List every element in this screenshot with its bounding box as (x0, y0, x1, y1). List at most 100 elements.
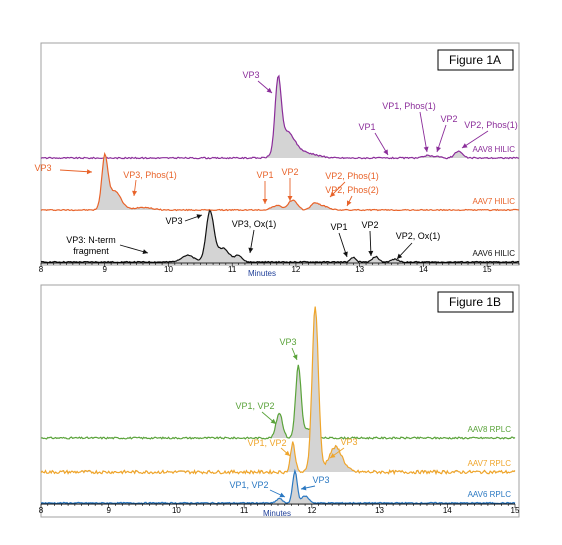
annotation-vp1-vp2: VP1, VP2 (247, 438, 291, 457)
annotation-arrowhead (330, 191, 336, 197)
annotation-vp1: VP1 (358, 122, 389, 156)
trace-fill-aav8-rplc (41, 364, 515, 438)
trace-aav8-hilic: AAV8 HILIC VP3 VP1 VP1, Phos(1) VP2 VP2, Phos… (40, 70, 520, 160)
figure-1a-x-axis-label: Minutes (248, 269, 276, 278)
annotation-arrowhead (292, 354, 298, 360)
x-tick-label-10: 10 (164, 265, 173, 274)
annotation-vp2-phos-1: VP2, Phos(1) (325, 171, 379, 198)
figure-1a-frame (40, 42, 520, 266)
trace-aav7-hilic: AAV7 HILIC VP3 VP3, Phos(1) VP1 VP2 VP2, Phos… (34, 151, 520, 212)
annotation-vp3: VP3 (329, 437, 358, 459)
annotation-vp1: VP1 (256, 170, 274, 204)
annotation-vp3: VP3 (300, 475, 330, 491)
trace-line-aav8-hilic (40, 74, 520, 160)
x-tick-label-10: 10 (172, 506, 181, 515)
annotation-arrowhead (462, 143, 468, 148)
series-label-aav7-hilic: AAV7 HILIC (472, 197, 515, 206)
annotation-arrowhead (142, 249, 148, 254)
annotation-arrowhead (383, 149, 388, 155)
series-label-aav7-rplc: AAV7 RPLC (468, 459, 512, 468)
annotation-text: VP2 (440, 114, 457, 124)
annotation-arrowhead (423, 146, 429, 152)
annotation-arrowhead (266, 87, 272, 93)
annotation-vp3-ox-1: VP3, Ox(1) (232, 219, 277, 254)
annotation-text: VP3: N-term (66, 235, 116, 245)
figure-1a-panel: Figure 1A AAV8 HILIC VP3 VP1 VP1, Phos(1) VP… (34, 42, 520, 278)
annotation-text: VP3, Ox(1) (232, 219, 277, 229)
annotation-vp1-phos-1: VP1, Phos(1) (382, 101, 436, 153)
annotation-arrowhead (248, 247, 254, 253)
annotation-arrowhead (270, 418, 276, 424)
series-label-aav6-rplc: AAV6 RPLC (468, 490, 512, 499)
annotation-vp1-vp2: VP1, VP2 (235, 401, 277, 425)
annotation-arrowhead (368, 250, 374, 256)
figure-1b-label-box (437, 291, 514, 313)
figure-1b-frame (40, 284, 520, 518)
trace-aav8-rplc: AAV8 RPLC VP1, VP2 VP3 (40, 337, 516, 440)
trace-fill-aav8-hilic (41, 76, 519, 158)
annotation-vp2: VP2 (281, 167, 299, 201)
figure-1b-traces: AAV8 RPLC VP1, VP2 VP3 AAV7 RPLC VP1, VP2 VP3… (40, 306, 516, 505)
annotation-arrowhead (284, 450, 290, 456)
x-tick-label-14: 14 (443, 506, 452, 515)
trace-fill-aav7-hilic (41, 153, 519, 210)
x-tick-label-12: 12 (291, 265, 300, 274)
annotation-text: fragment (73, 246, 109, 256)
annotation-text: VP2 (361, 220, 378, 230)
series-label-aav8-rplc: AAV8 RPLC (468, 425, 512, 434)
annotation-text: VP2, Phos(1) (325, 171, 379, 181)
annotation-text: VP1, Phos(1) (382, 101, 436, 111)
annotation-arrowhead (347, 200, 352, 206)
x-tick-label-8: 8 (39, 265, 44, 274)
annotation-arrowhead (287, 196, 293, 201)
series-label-aav6-hilic: AAV6 HILIC (472, 249, 515, 258)
annotation-arrowhead (397, 253, 403, 259)
annotation-text: VP1, VP2 (229, 480, 268, 490)
annotation-vp2: VP2 (436, 114, 458, 153)
annotation-text: VP2, Phos(1) (464, 120, 518, 130)
annotation-text: VP2, Ox(1) (396, 231, 441, 241)
annotation-vp1-vp2: VP1, VP2 (229, 480, 286, 498)
annotation-text: VP1, VP2 (235, 401, 274, 411)
trace-line-aav6-rplc (40, 468, 516, 505)
annotation-vp3-phos-1: VP3, Phos(1) (123, 170, 177, 197)
annotation-vp2-phos-2: VP2, Phos(2) (325, 185, 379, 207)
annotation-text: VP1 (358, 122, 375, 132)
trace-aav7-rplc: AAV7 RPLC VP1, VP2 VP3 (40, 306, 516, 476)
annotation-text: VP1 (330, 222, 347, 232)
annotation-text: VP3 (165, 216, 182, 226)
annotation-text: VP3 (312, 475, 329, 485)
annotation-arrowhead (436, 146, 441, 152)
annotation-text: VP3, Phos(1) (123, 170, 177, 180)
annotation-vp3: VP3 (242, 70, 273, 94)
annotation-arrowhead (132, 190, 138, 196)
x-tick-label-15: 15 (511, 506, 520, 515)
figure-1a-label: Figure 1A (449, 53, 501, 67)
annotation-arrowhead (343, 251, 348, 257)
annotation-arrowhead (196, 214, 202, 219)
annotation-vp3: VP3 (165, 214, 203, 226)
annotation-text: VP1 (256, 170, 273, 180)
annotation-arrow (419, 111, 428, 153)
annotation-vp2: VP2 (361, 220, 379, 257)
x-tick-label-15: 15 (483, 265, 492, 274)
figure-1b-x-axis: 8 9 10 11 12 13 14 15 (39, 503, 520, 515)
annotation-text: VP3 (279, 337, 296, 347)
annotation-arrowhead (301, 485, 307, 491)
trace-line-aav7-hilic (40, 151, 520, 212)
annotation-vp2-ox-1: VP2, Ox(1) (396, 231, 441, 260)
annotation-text: VP3 (340, 437, 357, 447)
x-tick-label-13: 13 (355, 265, 364, 274)
annotation-vp3: VP3 (279, 337, 298, 361)
x-tick-label-9: 9 (103, 265, 108, 274)
x-tick-label-11: 11 (228, 265, 237, 274)
x-tick-label-12: 12 (307, 506, 316, 515)
annotation-arrow (461, 130, 489, 149)
annotation-arrowhead (86, 169, 92, 175)
trace-aav6-rplc: AAV6 RPLC VP1, VP2 VP3 (40, 468, 516, 505)
annotation-text: VP3 (242, 70, 259, 80)
trace-line-aav7-rplc (40, 306, 516, 476)
